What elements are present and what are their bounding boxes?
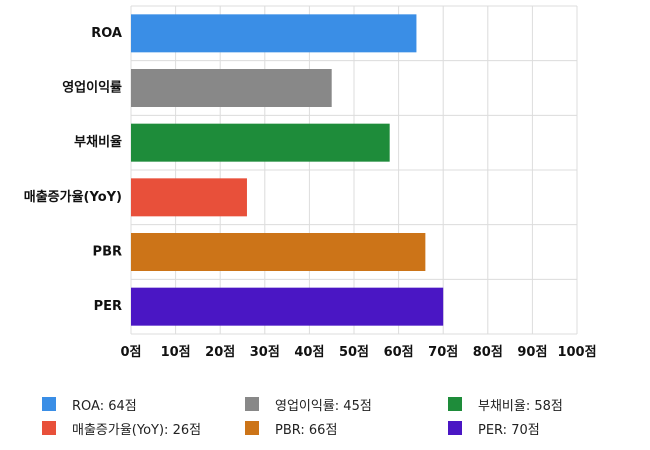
category-label: 매출증가율(YoY) — [24, 189, 122, 205]
x-tick-label: 0점 — [120, 345, 141, 360]
bar — [131, 123, 390, 162]
category-label: 부채비율 — [74, 134, 122, 150]
x-tick-label: 20점 — [205, 345, 235, 360]
bar — [131, 233, 426, 271]
x-tick-label: 80점 — [473, 345, 503, 360]
category-label: PBR — [93, 245, 122, 260]
bar — [131, 287, 444, 326]
x-tick-label: 10점 — [161, 345, 191, 360]
x-tick-label: 40점 — [294, 345, 324, 360]
legend-item-operating-margin: 영업이익률: 45점 — [245, 394, 372, 414]
category-label: ROA — [91, 26, 122, 41]
legend-swatch-per — [448, 421, 462, 435]
bar — [131, 69, 332, 107]
category-label: PER — [94, 299, 122, 314]
legend-label-roa: ROA: 64점 — [72, 398, 137, 414]
legend-label-pbr: PBR: 66점 — [275, 422, 338, 438]
legend-swatch-pbr — [245, 421, 259, 435]
legend-item-revenue-growth: 매출증가율(YoY): 26점 — [42, 418, 201, 438]
x-tick-label: 30점 — [250, 345, 280, 360]
legend-label-operating-margin: 영업이익률: 45점 — [275, 398, 372, 414]
legend-swatch-debt-ratio — [448, 397, 462, 411]
x-tick-label: 60점 — [384, 345, 414, 360]
category-label: 영업이익률 — [62, 80, 122, 96]
legend-item-roa: ROA: 64점 — [42, 394, 137, 414]
bar — [131, 178, 247, 217]
legend-item-pbr: PBR: 66점 — [245, 418, 337, 438]
legend-swatch-operating-margin — [245, 397, 259, 411]
legend-swatch-roa — [42, 397, 56, 411]
x-tick-label: 90점 — [517, 345, 547, 360]
x-tick-label: 100점 — [557, 345, 596, 360]
legend-label-per: PER: 70점 — [478, 422, 540, 438]
legend-swatch-revenue-growth — [42, 421, 56, 435]
legend-label-revenue-growth: 매출증가율(YoY): 26점 — [72, 422, 202, 438]
legend-item-per: PER: 70점 — [448, 418, 540, 438]
x-tick-label: 70점 — [428, 345, 458, 360]
bar — [131, 14, 417, 53]
x-tick-label: 50점 — [339, 345, 369, 360]
legend-item-debt-ratio: 부채비율: 58점 — [448, 394, 563, 414]
legend-label-debt-ratio: 부채비율: 58점 — [478, 398, 563, 414]
legend: ROA: 64점 영업이익률: 45점 부채비율: 58점 매출증가율(YoY)… — [0, 388, 650, 448]
